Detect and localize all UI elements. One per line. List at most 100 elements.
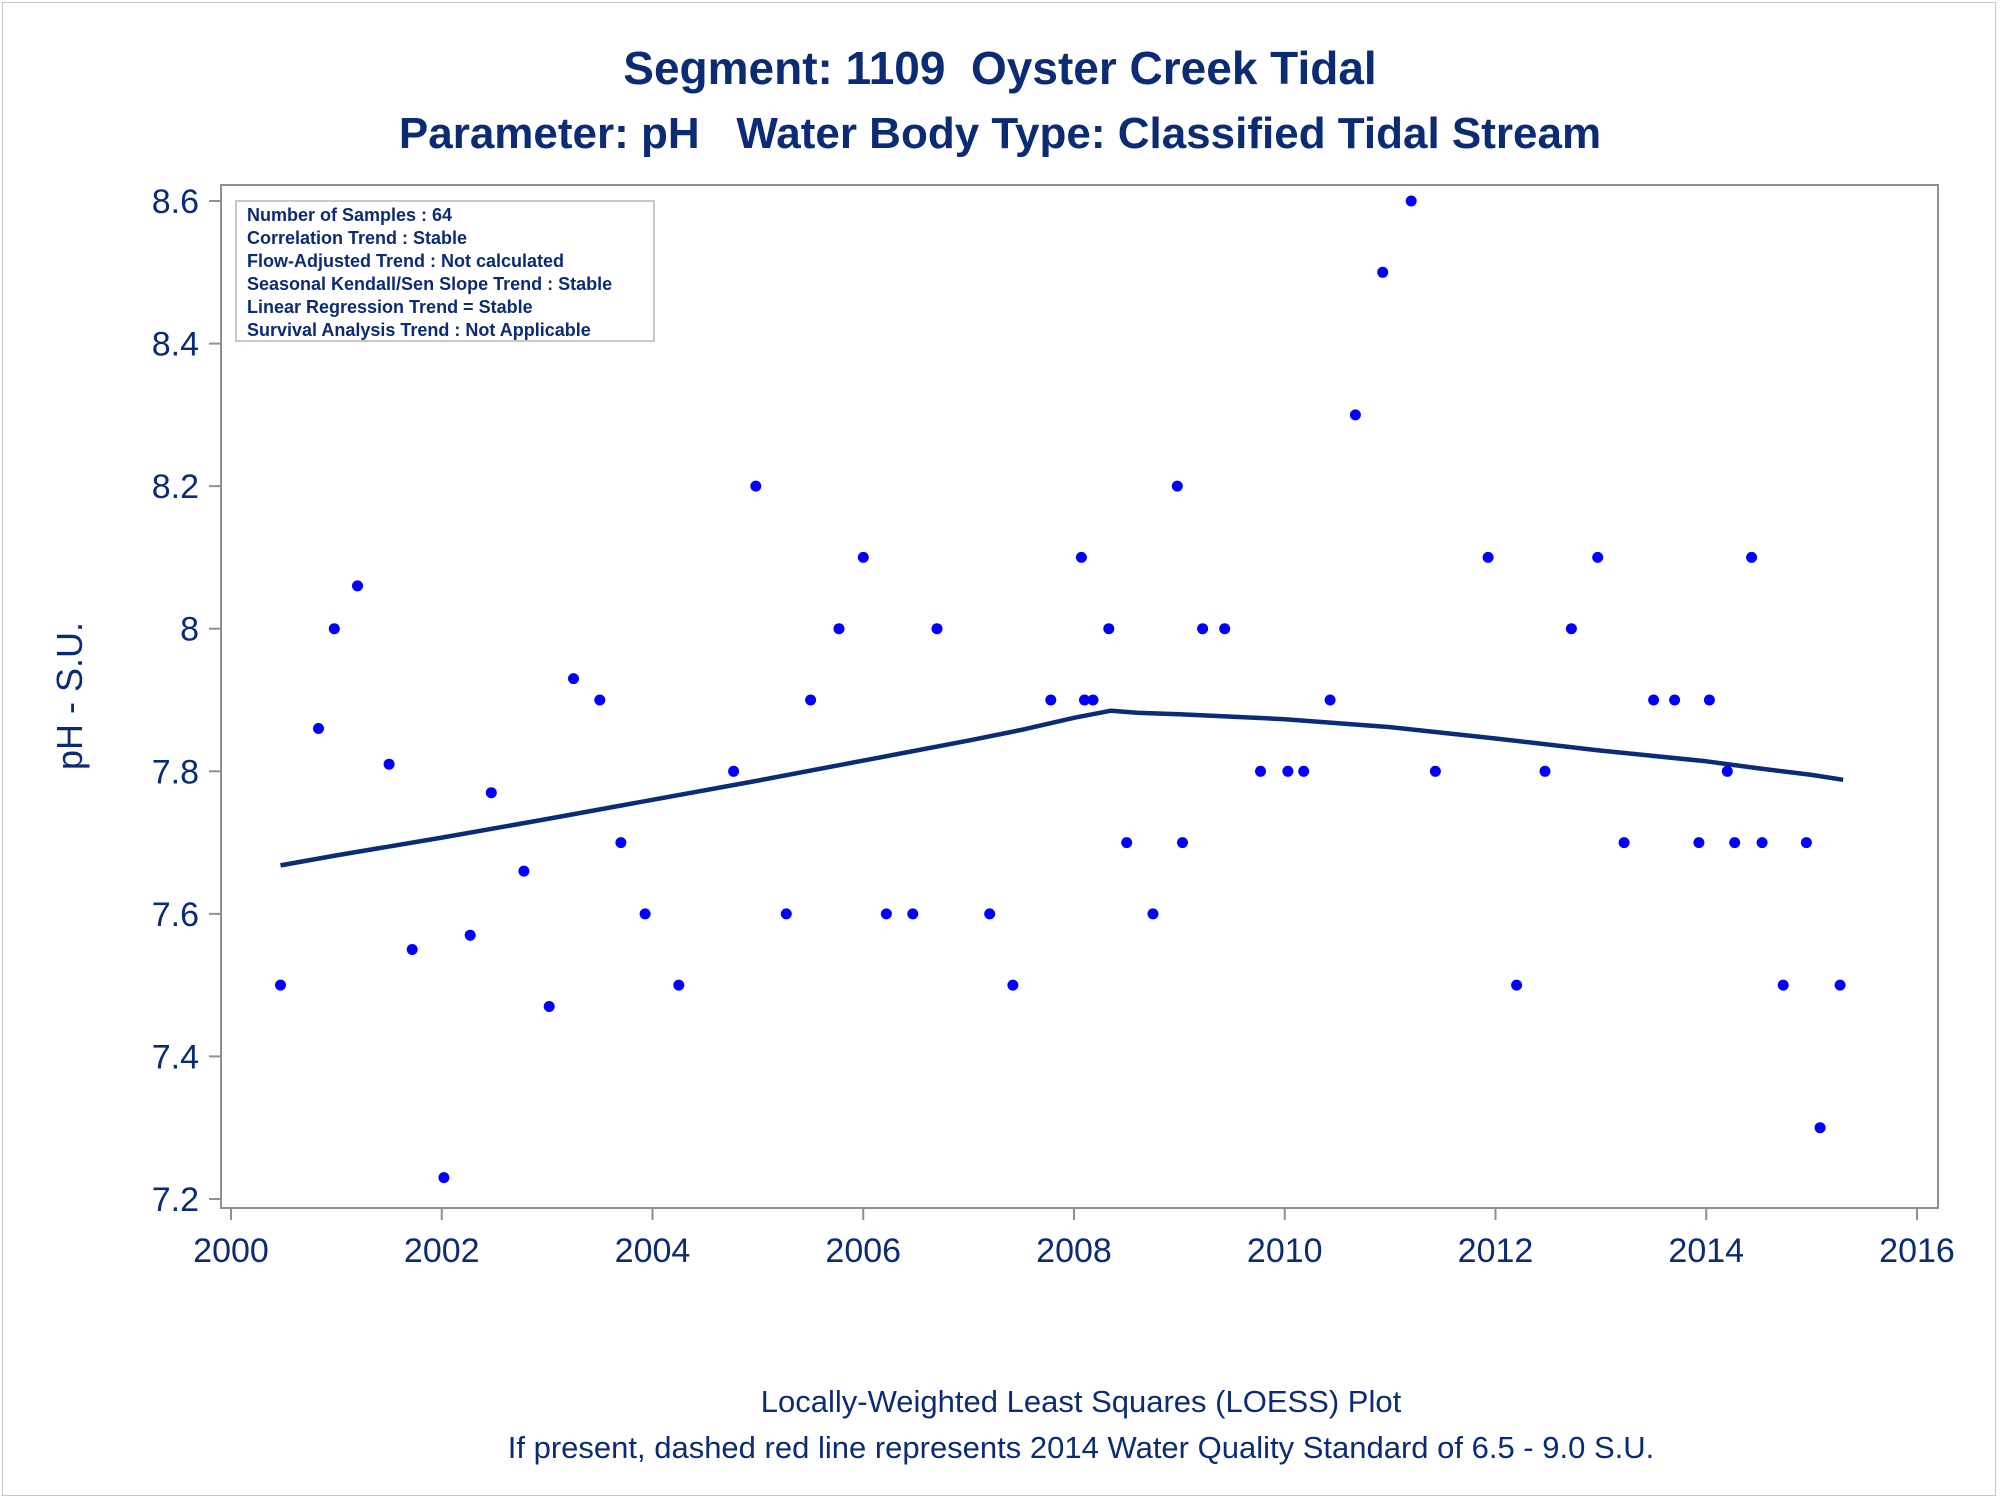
- stats-line: Number of Samples : 64: [247, 205, 452, 225]
- y-axis: 7.2 7.4 7.6 7.8 8 8.2 8.4 8.6: [152, 183, 221, 1219]
- x-tick-label: 2014: [1668, 1232, 1744, 1270]
- data-point: [1429, 765, 1441, 777]
- data-point: [1177, 837, 1188, 849]
- data-point: [750, 480, 762, 492]
- data-point: [1539, 765, 1551, 777]
- x-tick-label: 2008: [1036, 1232, 1112, 1270]
- data-point: [1565, 623, 1577, 635]
- y-tick-label: 7.8: [152, 753, 199, 791]
- points-layer: [275, 195, 1846, 1184]
- data-point: [406, 944, 418, 955]
- x-tick-label: 2006: [825, 1232, 901, 1270]
- chart-title: Segment: 1109 Oyster Creek Tidal: [623, 42, 1376, 94]
- loess-layer: [280, 708, 1844, 868]
- data-point: [1377, 266, 1389, 278]
- data-point: [1800, 837, 1812, 849]
- data-point: [805, 694, 817, 706]
- data-point: [313, 723, 324, 734]
- data-point: [485, 787, 497, 799]
- data-point: [1045, 694, 1057, 706]
- data-point: [833, 623, 845, 635]
- data-point: [1171, 480, 1183, 492]
- stats-box-border: [235, 200, 655, 342]
- data-point: [1592, 551, 1604, 563]
- data-point: [1087, 694, 1099, 706]
- y-tick-label: 8.4: [152, 326, 199, 364]
- x-axis: 2000 2002 2004 2006 2008 2010 2012 2014 2016: [193, 1208, 1955, 1270]
- stats-line: Correlation Trend : Stable: [247, 228, 467, 248]
- data-point: [1756, 837, 1768, 849]
- x-tick-label: 2002: [404, 1232, 480, 1270]
- data-point: [857, 551, 869, 563]
- data-point: [352, 580, 363, 592]
- data-point: [1618, 837, 1630, 849]
- data-point: [383, 758, 395, 770]
- data-point: [464, 929, 476, 941]
- data-point: [1298, 765, 1310, 777]
- plot-area: [220, 184, 1939, 1209]
- x-tick-label: 2010: [1247, 1232, 1323, 1270]
- data-point: [1729, 837, 1741, 849]
- data-point: [1405, 195, 1417, 207]
- data-point: [1197, 623, 1209, 635]
- data-point: [931, 623, 943, 635]
- data-point: [1834, 979, 1846, 991]
- data-point: [907, 908, 919, 920]
- data-point: [1007, 979, 1019, 991]
- data-point: [543, 1001, 555, 1012]
- stats-line: Linear Regression Trend = Stable: [247, 297, 533, 317]
- data-point: [1147, 908, 1159, 920]
- data-point: [880, 908, 892, 920]
- y-tick-label: 8: [180, 611, 199, 649]
- data-point: [1282, 765, 1294, 777]
- y-axis-label: pH - S.U.: [49, 622, 90, 770]
- data-point: [1103, 623, 1115, 635]
- data-point: [1121, 837, 1133, 849]
- stats-line: Seasonal Kendall/Sen Slope Trend : Stabl…: [247, 274, 612, 294]
- data-point: [1746, 551, 1758, 563]
- data-point: [780, 908, 792, 920]
- x-tick-label: 2004: [615, 1232, 691, 1270]
- data-point: [1511, 979, 1523, 991]
- data-point: [1777, 979, 1789, 991]
- data-point: [328, 623, 340, 635]
- data-point: [1693, 837, 1705, 849]
- y-tick-label: 8.2: [152, 468, 199, 506]
- data-point: [518, 865, 530, 877]
- data-point: [615, 837, 627, 849]
- data-point: [1349, 409, 1361, 421]
- y-tick-label: 7.6: [152, 896, 199, 934]
- data-point: [1255, 765, 1266, 777]
- data-point: [984, 908, 996, 920]
- footnote-loess: Locally-Weighted Least Squares (LOESS) P…: [761, 1384, 1402, 1419]
- x-tick-label: 2000: [193, 1232, 269, 1270]
- data-point: [673, 979, 685, 991]
- data-point: [1075, 551, 1087, 563]
- data-point: [1814, 1122, 1826, 1134]
- data-point: [594, 694, 606, 706]
- data-point: [728, 765, 740, 777]
- footnote-standard: If present, dashed red line represents 2…: [508, 1430, 1655, 1465]
- data-point: [438, 1172, 450, 1184]
- x-tick-label: 2012: [1458, 1232, 1534, 1270]
- data-point: [275, 979, 286, 991]
- data-point: [1669, 694, 1681, 706]
- data-point: [639, 908, 651, 920]
- y-tick-label: 7.4: [152, 1038, 199, 1076]
- stats-box: Number of Samples : 64 Correlation Trend…: [235, 200, 655, 342]
- data-point: [1324, 694, 1336, 706]
- data-point: [1219, 623, 1231, 635]
- data-point: [568, 673, 579, 685]
- x-tick-label: 2016: [1879, 1232, 1955, 1270]
- data-point: [1721, 765, 1733, 777]
- chart-subtitle: Parameter: pH Water Body Type: Classifie…: [399, 109, 1601, 158]
- loess-line: [280, 708, 1844, 868]
- data-point: [1648, 694, 1660, 706]
- stats-line: Flow-Adjusted Trend : Not calculated: [247, 251, 564, 271]
- y-tick-label: 7.2: [152, 1181, 199, 1219]
- data-point: [1079, 694, 1090, 706]
- data-point: [1703, 694, 1715, 706]
- data-point: [1482, 551, 1494, 563]
